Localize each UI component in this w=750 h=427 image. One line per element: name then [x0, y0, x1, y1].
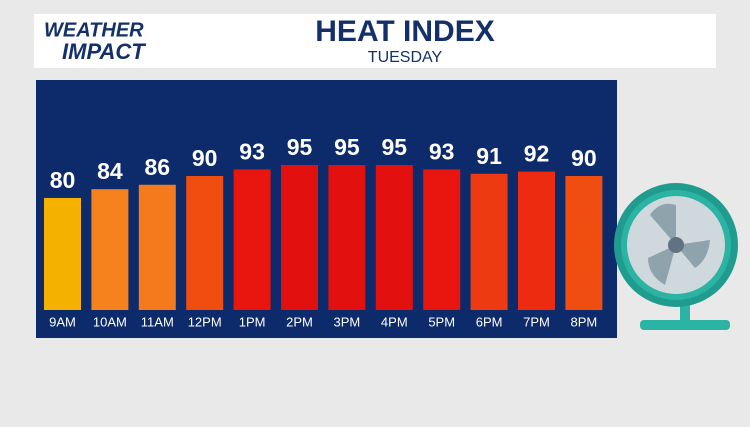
x-tick-label: 1PM — [239, 314, 266, 329]
value-label: 80 — [50, 167, 76, 193]
value-label: 93 — [239, 138, 265, 164]
bar — [233, 169, 271, 310]
x-tick-label: 8PM — [571, 314, 598, 329]
x-tick-label: 3PM — [334, 314, 361, 329]
chart-subtitle: TUESDAY — [368, 49, 443, 66]
x-tick-label: 6PM — [476, 314, 503, 329]
bar — [423, 169, 461, 310]
x-tick-label: 12PM — [188, 314, 222, 329]
brand-line1: WEATHER — [44, 19, 144, 41]
fan-icon — [614, 183, 738, 330]
x-tick-label: 11AM — [141, 314, 174, 329]
value-label: 92 — [524, 141, 550, 167]
bar — [375, 164, 413, 310]
x-tick-label: 9AM — [49, 314, 76, 329]
bar — [44, 197, 81, 310]
x-tick-label: 5PM — [428, 314, 455, 329]
value-label: 95 — [382, 134, 408, 160]
bar — [186, 175, 224, 310]
value-label: 84 — [97, 158, 123, 184]
bar — [91, 189, 129, 310]
bar — [565, 175, 603, 310]
value-label: 90 — [192, 145, 218, 171]
chart-title: HEAT INDEX — [315, 15, 494, 48]
value-label: 91 — [476, 143, 502, 169]
bar — [281, 164, 318, 310]
header-band — [34, 14, 716, 68]
bar — [328, 164, 366, 310]
brand-line2: IMPACT — [62, 39, 146, 64]
value-label: 90 — [571, 145, 597, 171]
value-label: 95 — [334, 134, 360, 160]
bar — [470, 173, 508, 310]
x-tick-label: 7PM — [523, 314, 550, 329]
bar — [138, 184, 176, 310]
x-tick-label: 2PM — [286, 314, 313, 329]
x-tick-label: 4PM — [381, 314, 408, 329]
value-label: 86 — [145, 154, 171, 180]
value-label: 93 — [429, 138, 455, 164]
x-tick-label: 10AM — [93, 314, 127, 329]
bar — [518, 171, 555, 310]
value-label: 95 — [287, 134, 313, 160]
